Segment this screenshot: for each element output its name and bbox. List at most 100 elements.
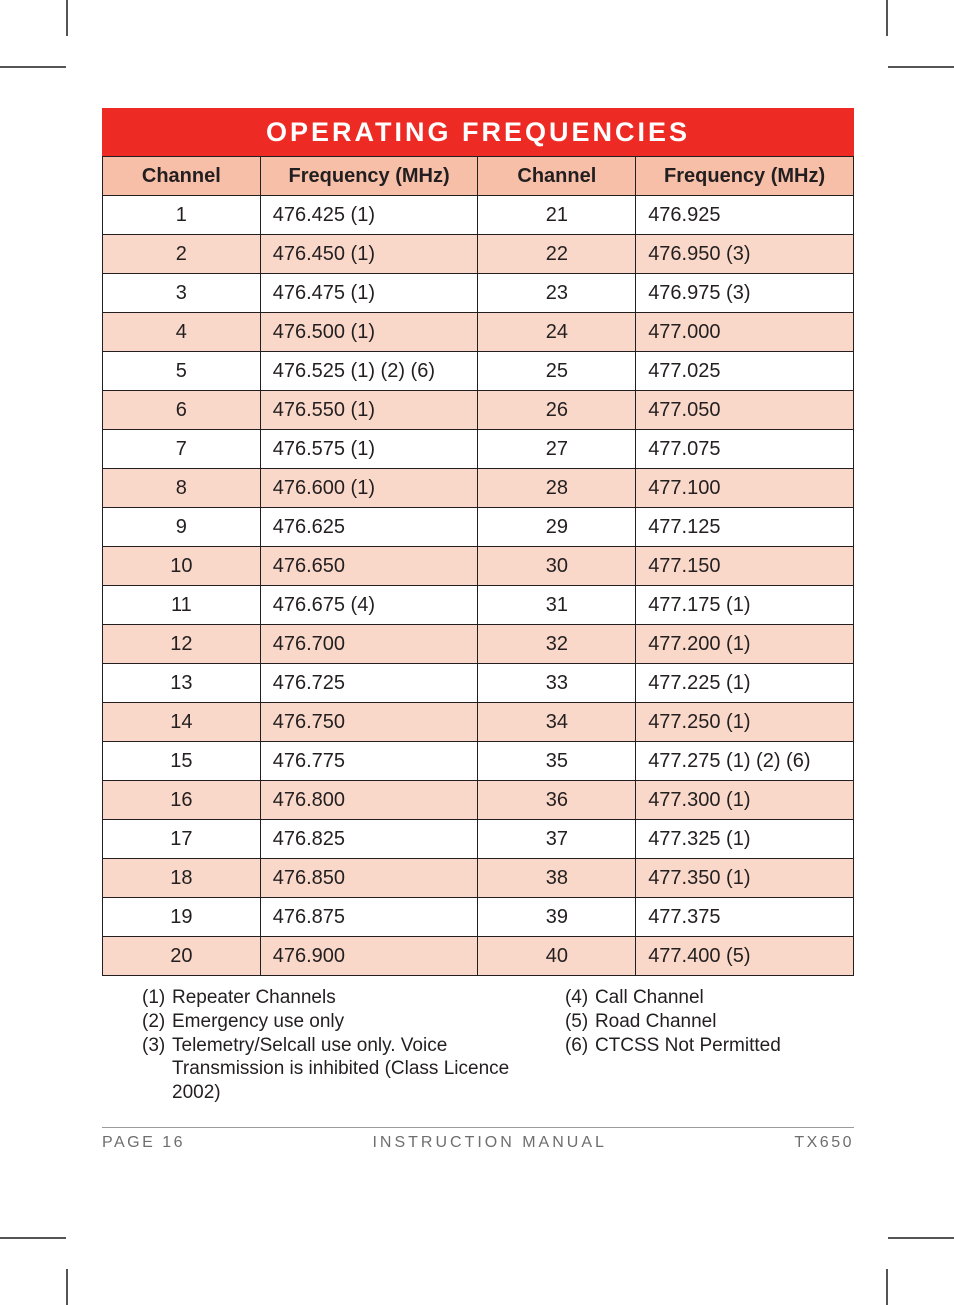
channel-cell: 3	[103, 274, 261, 313]
table-row: 7476.575 (1)27477.075	[103, 430, 854, 469]
channel-cell: 28	[478, 469, 636, 508]
frequency-cell: 476.950 (3)	[636, 235, 854, 274]
table-row: 9476.62529477.125	[103, 508, 854, 547]
footnote: (2)Emergency use only	[142, 1010, 555, 1034]
channel-cell: 20	[103, 937, 261, 976]
channel-cell: 13	[103, 664, 261, 703]
frequency-cell: 477.325 (1)	[636, 820, 854, 859]
frequency-cell: 477.150	[636, 547, 854, 586]
frequency-cell: 476.900	[260, 937, 478, 976]
channel-cell: 22	[478, 235, 636, 274]
frequency-table: ChannelFrequency (MHz)ChannelFrequency (…	[102, 156, 854, 976]
cropmark	[0, 66, 66, 68]
frequency-cell: 476.700	[260, 625, 478, 664]
footnote: (1)Repeater Channels	[142, 986, 555, 1010]
frequency-cell: 477.175 (1)	[636, 586, 854, 625]
channel-cell: 8	[103, 469, 261, 508]
footnote-text: Road Channel	[595, 1010, 854, 1034]
page: OPERATING FREQUENCIES ChannelFrequency (…	[0, 0, 954, 1305]
channel-cell: 29	[478, 508, 636, 547]
channel-cell: 35	[478, 742, 636, 781]
footnote-text: Emergency use only	[172, 1010, 555, 1034]
footnote-number: (4)	[565, 986, 595, 1010]
footnote-text: Call Channel	[595, 986, 854, 1010]
frequency-cell: 477.050	[636, 391, 854, 430]
frequency-cell: 476.925	[636, 196, 854, 235]
channel-cell: 32	[478, 625, 636, 664]
footnotes: (1)Repeater Channels(2)Emergency use onl…	[102, 976, 854, 1123]
frequency-cell: 476.550 (1)	[260, 391, 478, 430]
cropmark	[66, 0, 68, 36]
table-row: 5476.525 (1) (2) (6)25477.025	[103, 352, 854, 391]
table-row: 12476.70032477.200 (1)	[103, 625, 854, 664]
footnote-number: (6)	[565, 1034, 595, 1058]
table-row: 13476.72533477.225 (1)	[103, 664, 854, 703]
footnotes-right: (4)Call Channel(5)Road Channel(6)CTCSS N…	[555, 986, 854, 1105]
table-row: 17476.82537477.325 (1)	[103, 820, 854, 859]
channel-cell: 40	[478, 937, 636, 976]
frequency-cell: 476.525 (1) (2) (6)	[260, 352, 478, 391]
footnote-continuation: Transmission is inhibited (Class Licence…	[142, 1057, 555, 1105]
channel-cell: 10	[103, 547, 261, 586]
frequency-cell: 477.250 (1)	[636, 703, 854, 742]
cropmark	[888, 66, 954, 68]
channel-cell: 9	[103, 508, 261, 547]
frequency-cell: 477.200 (1)	[636, 625, 854, 664]
frequency-cell: 476.875	[260, 898, 478, 937]
frequency-cell: 476.450 (1)	[260, 235, 478, 274]
table-row: 10476.65030477.150	[103, 547, 854, 586]
channel-cell: 24	[478, 313, 636, 352]
channel-cell: 18	[103, 859, 261, 898]
cropmark	[886, 1269, 888, 1305]
frequency-cell: 477.125	[636, 508, 854, 547]
footnote-text: CTCSS Not Permitted	[595, 1034, 854, 1058]
table-row: 19476.87539477.375	[103, 898, 854, 937]
footnote: (3)Telemetry/Selcall use only. Voice	[142, 1034, 555, 1058]
footer-model: TX650	[794, 1134, 854, 1152]
channel-cell: 19	[103, 898, 261, 937]
frequency-cell: 476.650	[260, 547, 478, 586]
cropmark	[886, 0, 888, 36]
table-row: 16476.80036477.300 (1)	[103, 781, 854, 820]
channel-cell: 37	[478, 820, 636, 859]
footnote: (5)Road Channel	[565, 1010, 854, 1034]
channel-cell: 4	[103, 313, 261, 352]
frequency-cell: 476.825	[260, 820, 478, 859]
frequency-cell: 476.800	[260, 781, 478, 820]
channel-cell: 16	[103, 781, 261, 820]
channel-cell: 33	[478, 664, 636, 703]
table-row: 20476.90040477.400 (5)	[103, 937, 854, 976]
table-header-cell: Frequency (MHz)	[260, 157, 478, 196]
frequency-cell: 476.425 (1)	[260, 196, 478, 235]
footer-title: INSTRUCTION MANUAL	[185, 1134, 794, 1152]
footnote-number: (1)	[142, 986, 172, 1010]
footnote-number: (5)	[565, 1010, 595, 1034]
footer: PAGE 16 INSTRUCTION MANUAL TX650	[102, 1128, 854, 1152]
channel-cell: 6	[103, 391, 261, 430]
frequency-cell: 477.000	[636, 313, 854, 352]
table-row: 2476.450 (1)22476.950 (3)	[103, 235, 854, 274]
frequency-cell: 476.675 (4)	[260, 586, 478, 625]
table-row: 14476.75034477.250 (1)	[103, 703, 854, 742]
cropmark	[66, 1269, 68, 1305]
frequency-cell: 476.625	[260, 508, 478, 547]
channel-cell: 30	[478, 547, 636, 586]
channel-cell: 27	[478, 430, 636, 469]
footnote-text: Repeater Channels	[172, 986, 555, 1010]
footnote-text: Telemetry/Selcall use only. Voice	[172, 1034, 555, 1058]
channel-cell: 25	[478, 352, 636, 391]
table-row: 6476.550 (1)26477.050	[103, 391, 854, 430]
frequency-cell: 476.725	[260, 664, 478, 703]
footer-page: PAGE 16	[102, 1134, 185, 1152]
frequency-cell: 476.775	[260, 742, 478, 781]
frequency-cell: 477.275 (1) (2) (6)	[636, 742, 854, 781]
channel-cell: 39	[478, 898, 636, 937]
frequency-cell: 476.500 (1)	[260, 313, 478, 352]
table-row: 3476.475 (1)23476.975 (3)	[103, 274, 854, 313]
frequency-cell: 477.225 (1)	[636, 664, 854, 703]
frequency-cell: 476.750	[260, 703, 478, 742]
page-title: OPERATING FREQUENCIES	[102, 108, 854, 156]
channel-cell: 11	[103, 586, 261, 625]
channel-cell: 26	[478, 391, 636, 430]
channel-cell: 2	[103, 235, 261, 274]
